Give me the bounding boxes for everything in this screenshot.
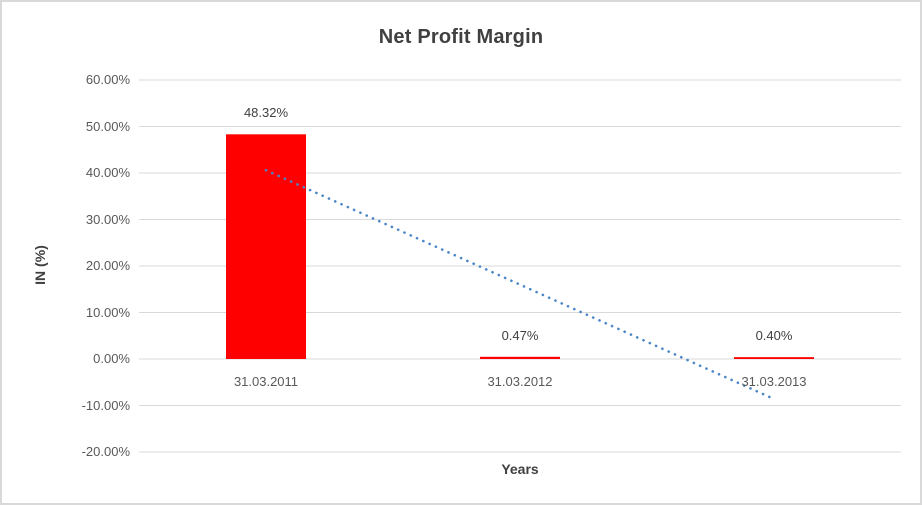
x-axis-title: Years: [501, 461, 539, 477]
trendline: [264, 168, 776, 401]
bar: [226, 134, 306, 359]
bar-data-label: 48.32%: [243, 105, 289, 121]
bar: [480, 356, 560, 359]
y-tick-label: 40.00%: [85, 165, 130, 180]
bar-data-label: 0.40%: [755, 328, 793, 344]
bar-data-label: 0.47%: [501, 327, 539, 343]
y-tick-label: 30.00%: [85, 211, 130, 227]
x-tick-label: 31.03.2013: [741, 374, 807, 389]
chart-title: Net Profit Margin: [378, 26, 544, 48]
y-tick-label: 0.00%: [93, 351, 130, 366]
y-tick-label: 10.00%: [85, 304, 130, 320]
y-tick-label: 60.00%: [85, 72, 130, 87]
bar: [734, 357, 814, 359]
y-tick-label: -20.00%: [81, 444, 130, 459]
y-tick-label: -10.00%: [81, 397, 130, 413]
x-tick-label: 31.03.2011: [233, 374, 299, 389]
y-tick-label: 20.00%: [85, 258, 130, 273]
x-tick-label: 31.03.2012: [487, 374, 553, 389]
y-tick-label: 50.00%: [85, 118, 130, 134]
